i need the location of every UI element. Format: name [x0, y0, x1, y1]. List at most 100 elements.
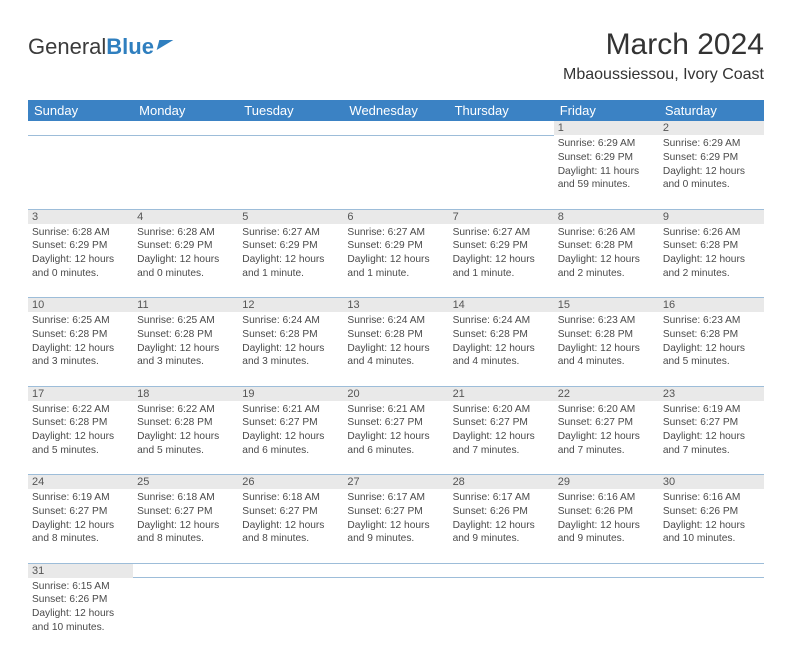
- sunrise-line: Sunrise: 6:21 AM: [347, 403, 444, 417]
- daylight-line: Daylight: 12 hours and 2 minutes.: [558, 253, 655, 281]
- sunset-line: Sunset: 6:27 PM: [242, 416, 339, 430]
- weekday-header-row: SundayMondayTuesdayWednesdayThursdayFrid…: [28, 100, 764, 121]
- day-number-cell: 29: [554, 475, 659, 490]
- daylight-line: Daylight: 12 hours and 9 minutes.: [558, 519, 655, 547]
- day-number-cell: 2: [659, 121, 764, 135]
- daylight-line: Daylight: 12 hours and 0 minutes.: [663, 165, 760, 193]
- day-detail-cell: [133, 578, 238, 652]
- daylight-line: Daylight: 12 hours and 10 minutes.: [663, 519, 760, 547]
- day-number-cell: 10: [28, 298, 133, 313]
- sunset-line: Sunset: 6:27 PM: [347, 505, 444, 519]
- day-detail-cell: [554, 578, 659, 652]
- sunset-line: Sunset: 6:29 PM: [137, 239, 234, 253]
- sunset-line: Sunset: 6:28 PM: [137, 328, 234, 342]
- daylight-line: Daylight: 12 hours and 7 minutes.: [663, 430, 760, 458]
- sunrise-line: Sunrise: 6:27 AM: [242, 226, 339, 240]
- day-number-cell: 4: [133, 209, 238, 224]
- detail-row: Sunrise: 6:22 AMSunset: 6:28 PMDaylight:…: [28, 401, 764, 475]
- day-detail-cell: Sunrise: 6:19 AMSunset: 6:27 PMDaylight:…: [28, 489, 133, 563]
- daylight-line: Daylight: 12 hours and 7 minutes.: [558, 430, 655, 458]
- day-number-cell: 18: [133, 386, 238, 401]
- title-block: March 2024 Mbaoussiessou, Ivory Coast: [563, 28, 764, 84]
- day-number-cell: [238, 121, 343, 135]
- day-number-cell: 14: [449, 298, 554, 313]
- day-number-cell: [28, 121, 133, 135]
- sunrise-line: Sunrise: 6:24 AM: [347, 314, 444, 328]
- sunrise-line: Sunrise: 6:26 AM: [663, 226, 760, 240]
- sunset-line: Sunset: 6:28 PM: [453, 328, 550, 342]
- day-number-cell: 17: [28, 386, 133, 401]
- logo-text-1: General: [28, 34, 106, 59]
- sunrise-line: Sunrise: 6:20 AM: [558, 403, 655, 417]
- sunrise-line: Sunrise: 6:23 AM: [558, 314, 655, 328]
- sunset-line: Sunset: 6:28 PM: [242, 328, 339, 342]
- day-number-cell: 1: [554, 121, 659, 135]
- sunrise-line: Sunrise: 6:29 AM: [558, 137, 655, 151]
- day-number-cell: 22: [554, 386, 659, 401]
- day-detail-cell: Sunrise: 6:15 AMSunset: 6:26 PMDaylight:…: [28, 578, 133, 652]
- day-detail-cell: Sunrise: 6:23 AMSunset: 6:28 PMDaylight:…: [659, 312, 764, 386]
- day-detail-cell: Sunrise: 6:26 AMSunset: 6:28 PMDaylight:…: [659, 224, 764, 298]
- daylight-line: Daylight: 12 hours and 1 minute.: [242, 253, 339, 281]
- day-number-cell: [238, 563, 343, 578]
- daylight-line: Daylight: 12 hours and 9 minutes.: [453, 519, 550, 547]
- day-detail-cell: Sunrise: 6:22 AMSunset: 6:28 PMDaylight:…: [28, 401, 133, 475]
- sunset-line: Sunset: 6:28 PM: [137, 416, 234, 430]
- sunset-line: Sunset: 6:28 PM: [347, 328, 444, 342]
- day-detail-cell: Sunrise: 6:21 AMSunset: 6:27 PMDaylight:…: [343, 401, 448, 475]
- daylight-line: Daylight: 12 hours and 8 minutes.: [32, 519, 129, 547]
- day-detail-cell: Sunrise: 6:16 AMSunset: 6:26 PMDaylight:…: [554, 489, 659, 563]
- day-number-cell: 16: [659, 298, 764, 313]
- sunrise-line: Sunrise: 6:17 AM: [453, 491, 550, 505]
- weekday-header: Tuesday: [238, 100, 343, 121]
- sunset-line: Sunset: 6:28 PM: [558, 328, 655, 342]
- sunrise-line: Sunrise: 6:27 AM: [453, 226, 550, 240]
- day-detail-cell: [449, 135, 554, 209]
- sunrise-line: Sunrise: 6:29 AM: [663, 137, 760, 151]
- sunset-line: Sunset: 6:26 PM: [453, 505, 550, 519]
- day-detail-cell: [238, 578, 343, 652]
- daylight-line: Daylight: 12 hours and 0 minutes.: [32, 253, 129, 281]
- location: Mbaoussiessou, Ivory Coast: [563, 66, 764, 84]
- day-detail-cell: Sunrise: 6:26 AMSunset: 6:28 PMDaylight:…: [554, 224, 659, 298]
- sunset-line: Sunset: 6:29 PM: [242, 239, 339, 253]
- sunrise-line: Sunrise: 6:28 AM: [32, 226, 129, 240]
- daylight-line: Daylight: 12 hours and 9 minutes.: [347, 519, 444, 547]
- day-detail-cell: Sunrise: 6:18 AMSunset: 6:27 PMDaylight:…: [238, 489, 343, 563]
- detail-row: Sunrise: 6:29 AMSunset: 6:29 PMDaylight:…: [28, 135, 764, 209]
- day-number-cell: 27: [343, 475, 448, 490]
- day-number-cell: 28: [449, 475, 554, 490]
- sunrise-line: Sunrise: 6:21 AM: [242, 403, 339, 417]
- daylight-line: Daylight: 12 hours and 3 minutes.: [242, 342, 339, 370]
- day-detail-cell: Sunrise: 6:29 AMSunset: 6:29 PMDaylight:…: [554, 135, 659, 209]
- daylight-line: Daylight: 12 hours and 0 minutes.: [137, 253, 234, 281]
- day-number-cell: [343, 563, 448, 578]
- sunrise-line: Sunrise: 6:17 AM: [347, 491, 444, 505]
- detail-row: Sunrise: 6:15 AMSunset: 6:26 PMDaylight:…: [28, 578, 764, 652]
- sunrise-line: Sunrise: 6:18 AM: [137, 491, 234, 505]
- sunset-line: Sunset: 6:29 PM: [347, 239, 444, 253]
- sunset-line: Sunset: 6:28 PM: [663, 328, 760, 342]
- day-number-cell: 20: [343, 386, 448, 401]
- day-number-cell: [343, 121, 448, 135]
- detail-row: Sunrise: 6:25 AMSunset: 6:28 PMDaylight:…: [28, 312, 764, 386]
- sunrise-line: Sunrise: 6:25 AM: [137, 314, 234, 328]
- day-detail-cell: Sunrise: 6:18 AMSunset: 6:27 PMDaylight:…: [133, 489, 238, 563]
- day-number-cell: 6: [343, 209, 448, 224]
- day-detail-cell: Sunrise: 6:25 AMSunset: 6:28 PMDaylight:…: [133, 312, 238, 386]
- day-detail-cell: Sunrise: 6:17 AMSunset: 6:26 PMDaylight:…: [449, 489, 554, 563]
- day-number-cell: 9: [659, 209, 764, 224]
- day-number-cell: 25: [133, 475, 238, 490]
- daynum-row: 17181920212223: [28, 386, 764, 401]
- weekday-header: Thursday: [449, 100, 554, 121]
- weekday-header: Saturday: [659, 100, 764, 121]
- sunset-line: Sunset: 6:27 PM: [242, 505, 339, 519]
- day-number-cell: 31: [28, 563, 133, 578]
- sunset-line: Sunset: 6:28 PM: [663, 239, 760, 253]
- daylight-line: Daylight: 12 hours and 2 minutes.: [663, 253, 760, 281]
- day-number-cell: 7: [449, 209, 554, 224]
- daylight-line: Daylight: 12 hours and 8 minutes.: [137, 519, 234, 547]
- sunrise-line: Sunrise: 6:19 AM: [32, 491, 129, 505]
- daylight-line: Daylight: 12 hours and 1 minute.: [453, 253, 550, 281]
- day-detail-cell: [659, 578, 764, 652]
